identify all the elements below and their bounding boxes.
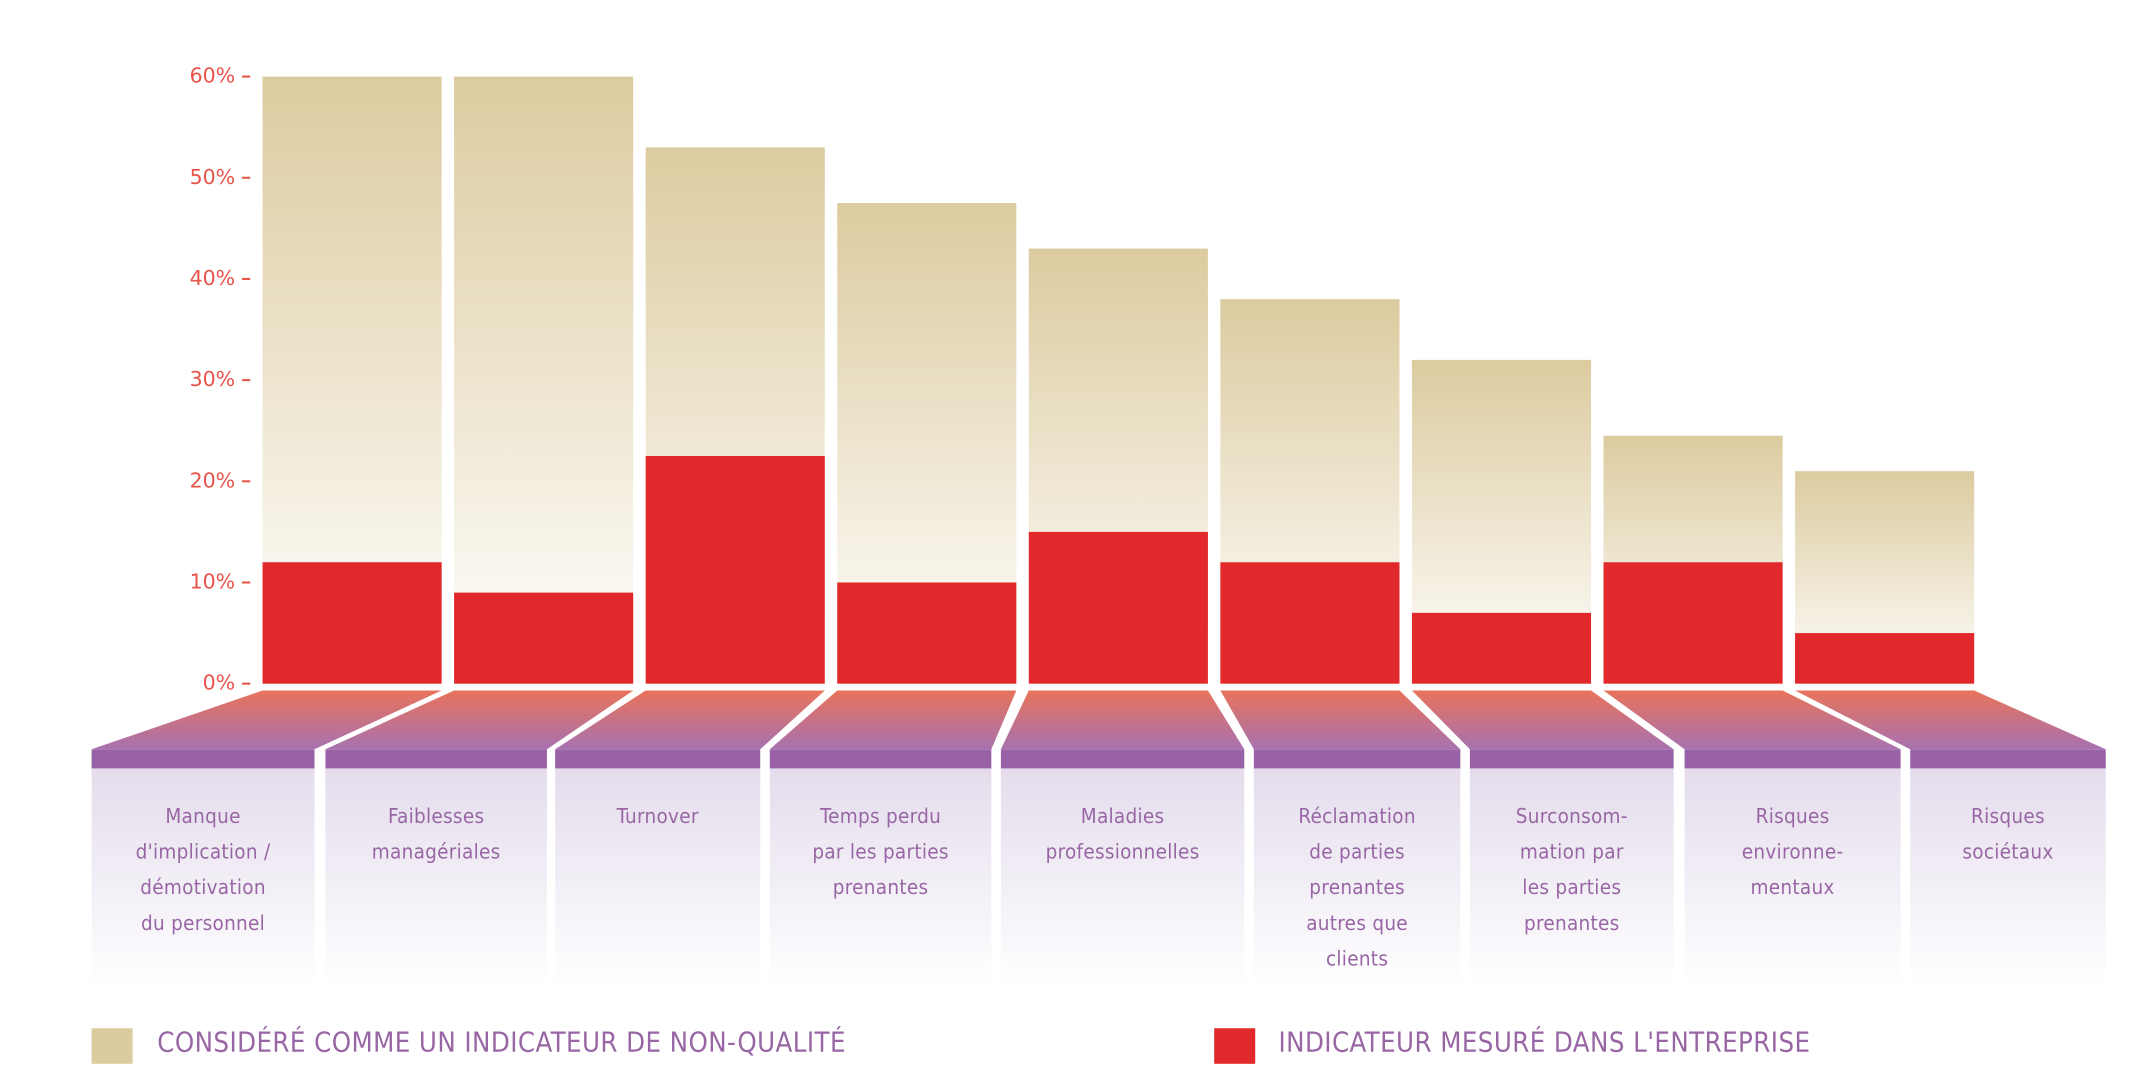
bar: [1028, 531, 1208, 684]
y-tick-label: 0%: [203, 671, 236, 695]
bar: [837, 582, 1017, 684]
floor-segment: [91, 690, 442, 750]
floor-edge: [1000, 749, 1245, 769]
bar: [262, 562, 442, 684]
bar: [454, 76, 634, 684]
legend-swatch: [91, 1028, 133, 1064]
floor-edge: [555, 749, 761, 769]
floor-segment: [555, 690, 825, 750]
x-tick-label: Surconsom- mation par les parties prenan…: [1515, 804, 1628, 936]
x-tick-label: Temps perdu par les parties prenantes: [812, 804, 949, 900]
bar: [454, 592, 634, 684]
floor-segment: [1795, 690, 2106, 750]
floor-edge: [1253, 749, 1461, 769]
y-tick-label: 20%: [190, 468, 236, 492]
label-panel: [769, 768, 992, 988]
bar: [1411, 612, 1592, 684]
floor-segment: [1411, 690, 1674, 750]
x-tick-label: Faiblesses managériales: [371, 804, 501, 865]
floor-segment: [1000, 690, 1245, 750]
label-panel: [1000, 768, 1245, 988]
label-panel: [555, 768, 761, 988]
x-tick-label: Maladies professionnelles: [1045, 804, 1200, 865]
y-tick-label: 30%: [190, 367, 236, 391]
floor-edge: [1684, 749, 1901, 769]
x-tick-label: Réclamation de parties prenantes autres …: [1298, 804, 1416, 971]
label-panel: [91, 768, 315, 988]
bar: [1220, 562, 1400, 684]
label-panel: [1253, 768, 1461, 988]
x-tick-label: Turnover: [616, 804, 699, 829]
x-tick-label: Risques sociétaux: [1962, 804, 2054, 865]
legend-swatch: [1214, 1028, 1256, 1064]
bar: [645, 456, 825, 684]
legend-label: INDICATEUR MESURÉ DANS L'ENTREPRISE: [1278, 1025, 1811, 1059]
floor-segment: [325, 690, 634, 750]
label-panel: [325, 768, 547, 988]
label-panel: [1469, 768, 1674, 988]
floor-edge: [1910, 749, 2106, 769]
floor-edge: [325, 749, 547, 769]
floor-edge: [91, 749, 315, 769]
floor-segment: [1603, 690, 1901, 750]
bar: [1795, 633, 1975, 684]
x-tick-label: Manque d'implication / démotivation du p…: [135, 804, 271, 936]
y-tick-label: 10%: [190, 569, 236, 593]
label-panel: [1910, 768, 2106, 988]
bar: [1603, 562, 1783, 684]
y-tick-label: 60%: [190, 64, 236, 88]
x-tick-label: Risques environne- mentaux: [1741, 804, 1844, 900]
floor-edge: [769, 749, 992, 769]
floor-segment: [769, 690, 1017, 750]
y-tick-label: 40%: [190, 266, 236, 290]
floor-segment: [1220, 690, 1461, 750]
label-panel: [1684, 768, 1901, 988]
legend-label: CONSIDÉRÉ COMME UN INDICATEUR DE NON-QUA…: [157, 1025, 846, 1059]
y-tick-label: 50%: [190, 165, 236, 189]
floor-edge: [1469, 749, 1674, 769]
